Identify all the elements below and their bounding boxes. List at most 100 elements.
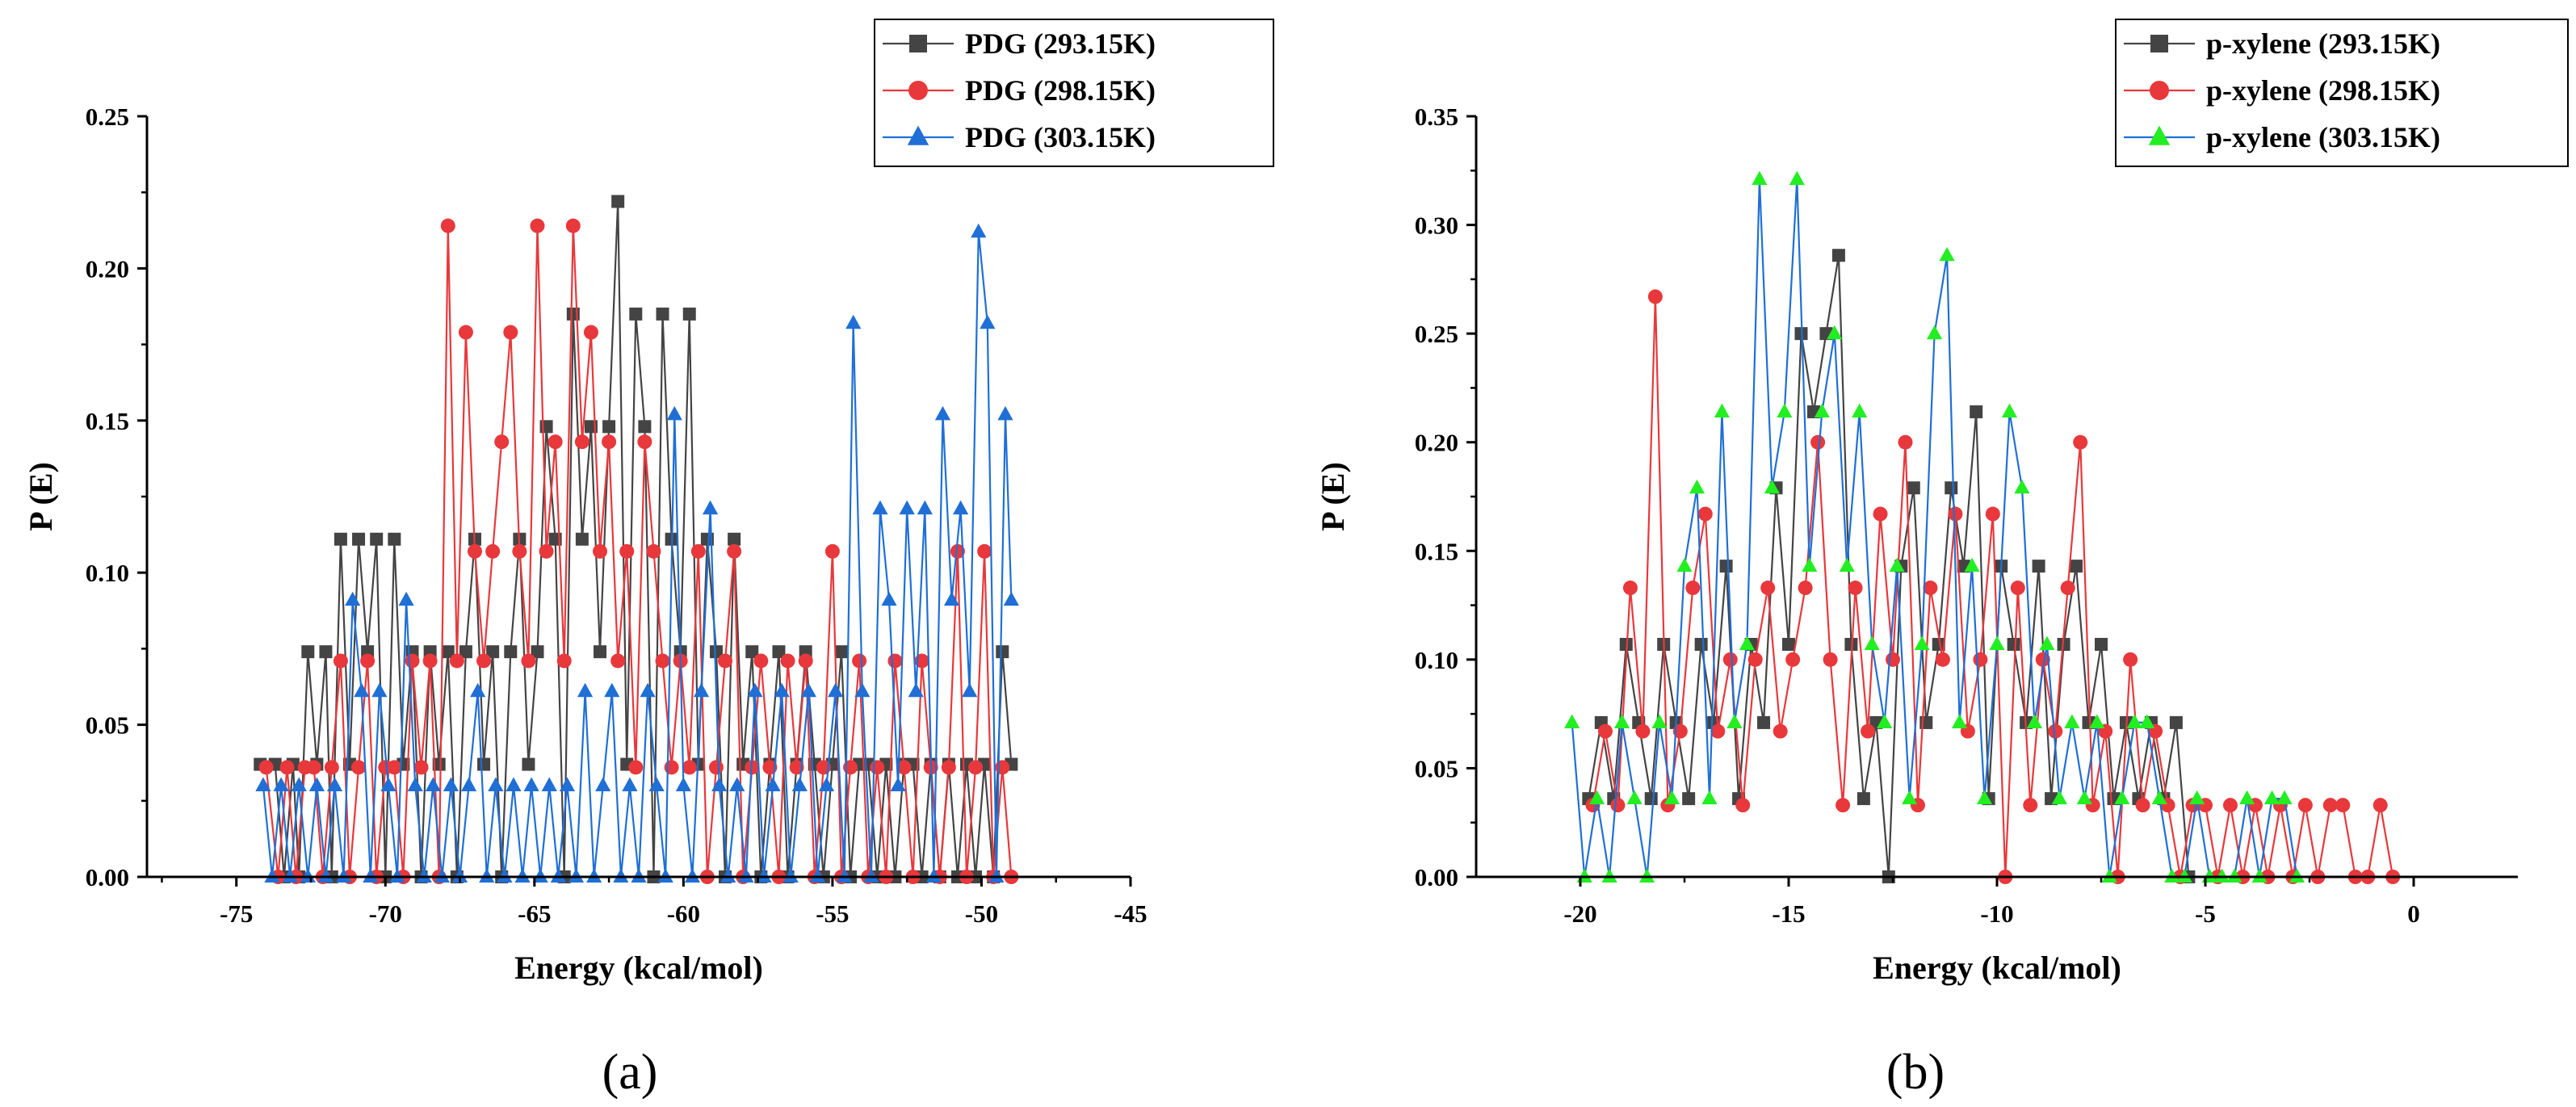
data-point: [2076, 790, 2092, 805]
data-point: [977, 543, 992, 559]
data-point: [2095, 638, 2108, 652]
data-point: [486, 645, 500, 659]
data-point: [1902, 790, 1918, 805]
data-point: [1622, 581, 1638, 596]
data-point: [610, 653, 626, 669]
data-point: [556, 653, 572, 669]
legend-marker: [907, 125, 929, 145]
data-point: [872, 500, 888, 515]
data-point: [1831, 249, 1845, 262]
data-point: [1644, 792, 1658, 806]
y-tick-label: 0.25: [86, 103, 129, 131]
legend-label: PDG (298.15K): [965, 74, 1156, 107]
data-point: [1889, 557, 1905, 572]
data-point: [863, 868, 879, 883]
data-point: [1663, 790, 1680, 805]
data-point: [1689, 479, 1705, 494]
data-point: [941, 760, 956, 775]
data-point: [1610, 798, 1626, 813]
data-point: [405, 653, 420, 669]
data-point: [306, 760, 321, 775]
series-3: [255, 223, 1019, 883]
data-point: [1601, 868, 1617, 883]
data-point: [753, 653, 769, 669]
data-point: [351, 760, 367, 775]
data-point: [333, 653, 348, 669]
data-point: [559, 777, 576, 792]
data-point: [1719, 560, 1733, 573]
y-tick-label: 0.10: [1415, 646, 1458, 674]
data-point: [1848, 581, 1863, 596]
data-point: [2048, 723, 2063, 739]
data-point: [1651, 714, 1668, 728]
data-point: [2101, 868, 2117, 883]
data-point: [1764, 479, 1780, 494]
x-tick-label: -20: [1563, 899, 1596, 928]
data-point: [988, 868, 1005, 883]
data-point: [565, 218, 581, 233]
data-point: [729, 777, 745, 792]
data-point: [854, 682, 871, 698]
data-point: [1777, 403, 1793, 418]
legend: p-xylene (293.15K) p-xylene (298.15K) p-xy…: [2115, 19, 2569, 167]
data-point: [539, 543, 554, 559]
data-point: [1782, 638, 1795, 652]
data-point: [532, 868, 548, 883]
data-point: [1886, 652, 1900, 667]
data-point: [648, 777, 665, 792]
data-point: [1682, 792, 1696, 806]
data-point: [1852, 403, 1868, 418]
data-point: [363, 868, 379, 883]
data-point: [1827, 325, 1843, 340]
data-point: [326, 777, 343, 792]
data-point: [1697, 506, 1713, 522]
data-point: [890, 777, 906, 792]
data-point: [1757, 715, 1771, 729]
x-tick-label: -15: [1772, 899, 1805, 928]
data-point: [1839, 557, 1855, 572]
data-point: [996, 645, 1009, 659]
legend-marker: [908, 81, 928, 100]
data-point: [881, 591, 897, 606]
data-point: [709, 645, 723, 659]
data-point: [1752, 170, 1768, 186]
data-point: [2001, 403, 2018, 418]
data-point: [1638, 868, 1655, 883]
data-point: [791, 777, 808, 792]
data-point: [497, 868, 513, 883]
data-point: [279, 760, 295, 775]
y-tick-label: 0.00: [86, 863, 129, 891]
data-point: [531, 645, 544, 659]
data-point: [756, 868, 772, 883]
data-point: [765, 777, 781, 792]
data-point: [684, 868, 701, 883]
data-point: [727, 543, 742, 559]
series-2-line: [1592, 296, 2394, 878]
x-tick-label: -45: [1114, 899, 1147, 928]
data-point: [637, 434, 652, 450]
data-point: [646, 543, 661, 559]
data-point: [1672, 723, 1688, 739]
data-point: [488, 777, 504, 792]
data-point: [2251, 868, 2268, 883]
data-point: [1945, 481, 1958, 495]
data-point: [1989, 635, 2005, 651]
chart-panel-b: 0.00 0.05 0.10 0.15 0.20 0.25 0.30 0.35 -20 -15 -1…: [1315, 19, 2569, 1100]
data-point: [656, 307, 669, 321]
data-point: [568, 868, 585, 883]
data-point: [2373, 798, 2388, 813]
data-point: [693, 682, 710, 698]
data-point: [1789, 170, 1805, 186]
data-point: [2026, 714, 2043, 728]
data-point: [2010, 581, 2025, 596]
data-point: [352, 532, 366, 546]
x-tick-label: -65: [518, 899, 551, 928]
legend-marker: [2150, 81, 2169, 100]
data-point: [2276, 790, 2293, 805]
data-point: [1576, 868, 1592, 883]
data-point: [1907, 481, 1920, 495]
data-point: [1932, 638, 1945, 652]
data-point: [682, 307, 696, 321]
data-point: [2073, 434, 2088, 450]
data-point: [1760, 581, 1776, 596]
